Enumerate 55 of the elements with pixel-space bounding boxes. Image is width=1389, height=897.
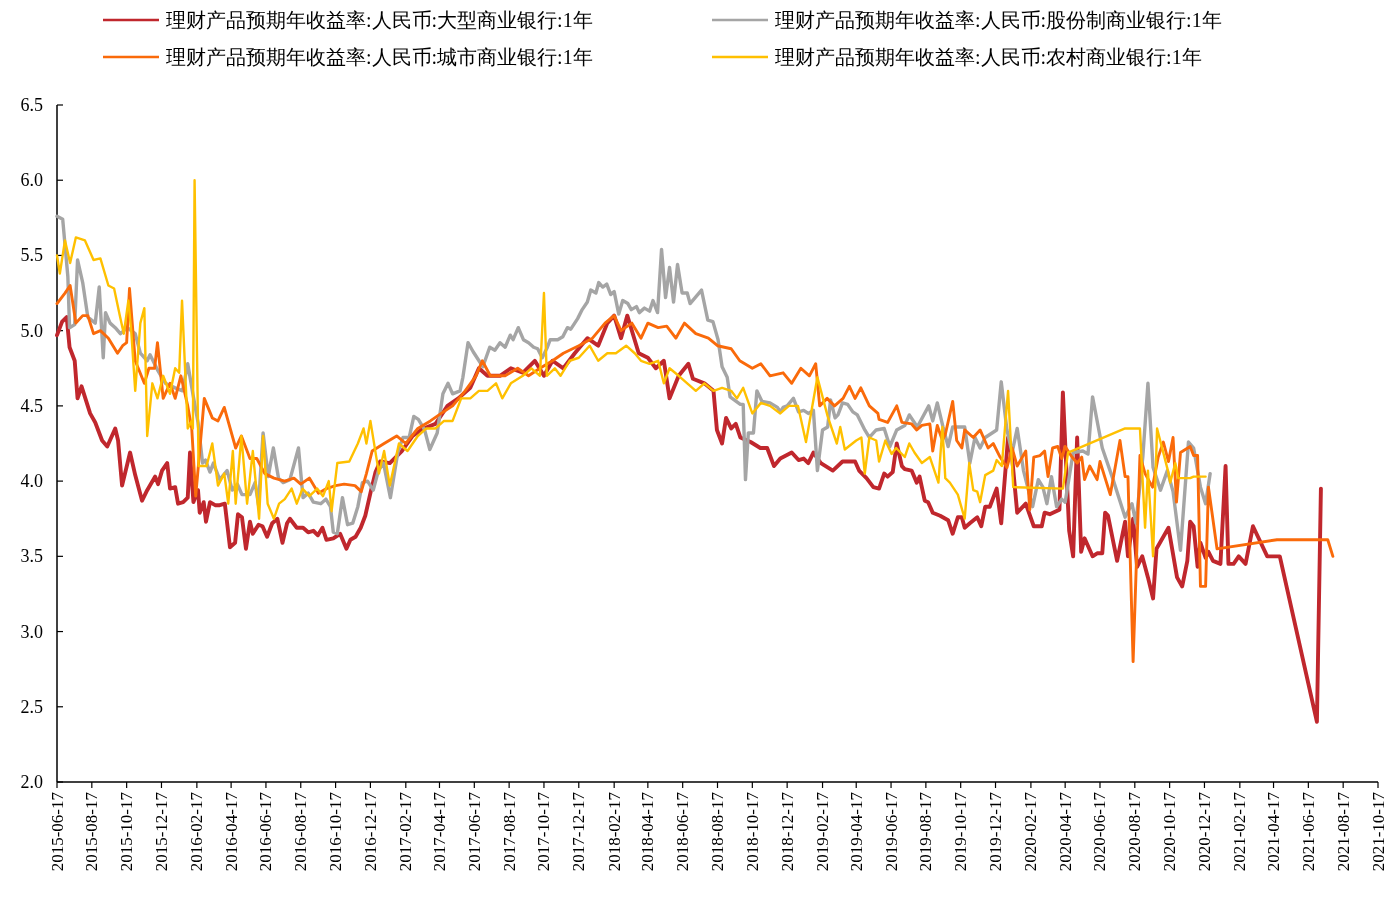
x-tick-label: 2021-08-17 [1333,791,1353,872]
x-tick-label: 2020-06-17 [1090,791,1110,872]
x-tick-label: 2021-04-17 [1264,791,1284,872]
x-tick-label: 2015-12-17 [151,791,171,872]
x-tick-label: 2017-08-17 [499,791,519,872]
x-tick-label: 2021-02-17 [1230,791,1250,872]
legend-label: 理财产品预期年收益率:人民币:农村商业银行:1年 [775,46,1202,68]
y-tick-label: 6.0 [20,170,43,191]
x-tick-label: 2017-10-17 [534,791,554,872]
y-tick-label: 5.0 [20,320,43,341]
legend-label: 理财产品预期年收益率:人民币:大型商业银行:1年 [166,9,593,31]
x-tick-label: 2018-06-17 [673,791,693,872]
x-tick-label: 2018-08-17 [708,791,727,872]
x-tick-label: 2016-08-17 [291,791,311,872]
line-series [55,313,1323,724]
x-tick-label: 2016-04-17 [221,791,241,872]
x-tick-label: 2016-12-17 [360,791,380,872]
x-tick-label: 2021-06-17 [1298,791,1318,872]
legend-label: 理财产品预期年收益率:人民币:股份制商业银行:1年 [775,9,1222,31]
legend-label: 理财产品预期年收益率:人民币:城市商业银行:1年 [166,46,593,68]
x-tick-label: 2016-06-17 [256,791,276,872]
y-tick-label: 4.0 [20,471,43,492]
x-tick-label: 2020-04-17 [1055,791,1075,872]
x-tick-label: 2020-10-17 [1160,791,1180,872]
x-tick-label: 2016-10-17 [326,791,346,872]
x-tick-label: 2020-08-17 [1125,791,1145,872]
x-tick-label: 2019-12-17 [986,791,1006,872]
x-tick-label: 2019-10-17 [951,791,971,872]
y-tick-label: 5.5 [20,245,43,266]
y-tick-label: 2.0 [20,772,43,792]
y-tick-label: 3.5 [20,546,43,567]
x-tick-label: 2017-04-17 [429,791,449,872]
x-tick-label: 2019-04-17 [846,791,866,872]
x-tick-label: 2015-08-17 [82,791,102,872]
y-tick-label: 3.0 [20,621,43,642]
y-tick-label: 2.5 [20,696,43,717]
x-tick-label: 2019-08-17 [916,791,936,872]
x-tick-label: 2018-02-17 [604,791,624,872]
x-tick-label: 2017-12-17 [569,791,589,872]
x-tick-label: 2017-02-17 [396,791,416,872]
x-tick-label: 2020-12-17 [1194,791,1214,872]
line-series [55,284,1335,664]
x-tick-label: 2018-12-17 [777,791,797,872]
x-tick-label: 2021-10-17 [1368,791,1388,872]
y-tick-label: 4.5 [20,395,43,416]
x-tick-label: 2016-02-17 [187,791,207,872]
x-tick-label: 2019-06-17 [881,791,901,872]
x-tick-label: 2020-02-17 [1021,791,1041,872]
x-tick-label: 2018-04-17 [638,791,658,872]
x-tick-label: 2019-02-17 [813,791,833,872]
x-tick-label: 2015-10-17 [117,791,137,872]
x-tick-label: 2015-06-17 [47,791,67,872]
x-tick-label: 2018-10-17 [742,791,762,872]
x-tick-label: 2017-06-17 [464,791,484,872]
y-tick-label: 6.5 [20,95,43,115]
